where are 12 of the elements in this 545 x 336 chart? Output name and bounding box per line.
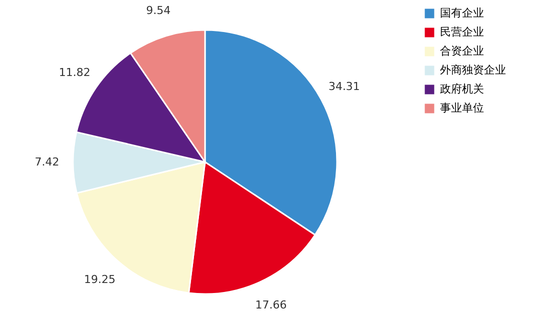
legend-label: 事业单位 (440, 102, 484, 114)
data-label: 7.42 (34, 156, 60, 169)
data-label: 11.82 (58, 66, 90, 79)
data-label: 19.25 (84, 272, 116, 286)
legend-label: 合资企业 (440, 44, 484, 58)
data-label: 17.66 (255, 298, 287, 312)
legend-label: 外商独资企业 (440, 64, 506, 76)
data-label: 9.54 (146, 4, 171, 18)
legend-label: 民营企业 (440, 26, 484, 38)
legend-label: 政府机关 (440, 82, 484, 96)
data-label: 34.31 (328, 80, 360, 94)
legend-label: 国有企业 (440, 6, 484, 20)
